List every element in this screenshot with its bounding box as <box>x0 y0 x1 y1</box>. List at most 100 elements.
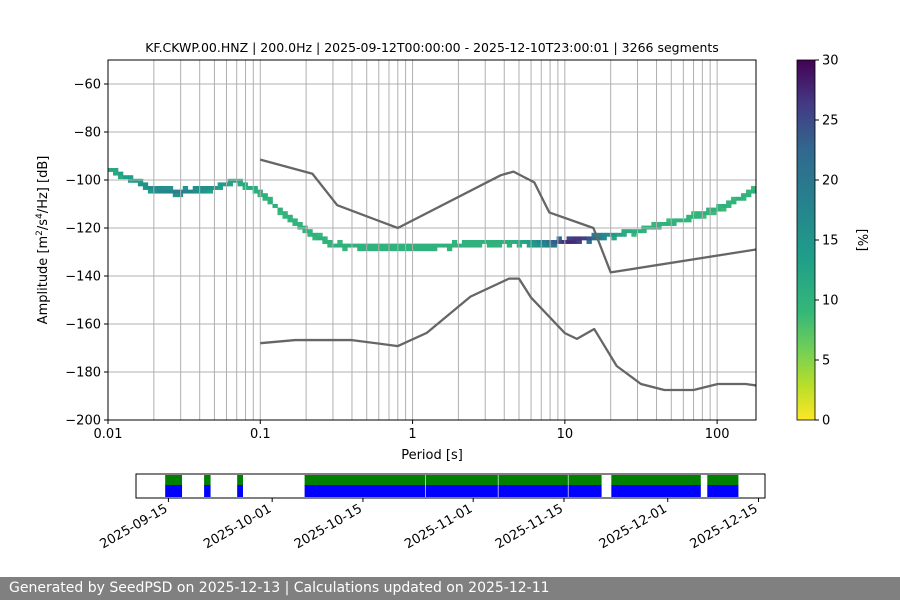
colorbar-ticks: 0 5 10 15 20 25 30 <box>815 54 839 429</box>
heatmap-cell <box>711 211 717 216</box>
y-tick-label: −60 <box>74 78 101 93</box>
x-tick-label: 0.1 <box>250 427 271 442</box>
data-availability-bar <box>237 475 243 485</box>
colorbar-tick-label: 5 <box>822 354 830 369</box>
heatmap-cell <box>412 247 418 252</box>
heatmap-cell <box>696 211 702 216</box>
heatmap-cell <box>561 240 567 244</box>
heatmap-cell <box>486 240 493 244</box>
heatmap-cell <box>252 189 258 194</box>
heatmap-cell <box>347 243 353 248</box>
heatmap-cell <box>541 240 547 244</box>
heatmap-cell <box>317 236 323 241</box>
heatmap-cell <box>397 247 403 252</box>
heatmap-cell <box>726 204 732 208</box>
data-availability-bar <box>204 475 211 485</box>
heatmap-cell <box>157 189 164 194</box>
heatmap-cell <box>521 240 528 244</box>
heatmap-cell <box>496 240 503 244</box>
footer-text: Generated by SeedPSD on 2025-12-13 | Cal… <box>9 580 550 596</box>
heatmap-cell <box>701 214 707 219</box>
heatmap-cell <box>312 236 318 241</box>
heatmap-cell <box>337 240 343 244</box>
psd-panel: 0.01 0.1 1 10 100 −60 −80 −100 −120 −140 −160 −180… <box>35 59 757 463</box>
heatmap-cell <box>327 240 333 244</box>
heatmap-cell <box>417 247 423 252</box>
heatmap-cell <box>566 240 572 244</box>
psd-availability-bar <box>498 485 568 497</box>
heatmap-cell <box>182 186 189 190</box>
heatmap-cell <box>711 207 717 212</box>
data-availability-bar <box>498 475 568 485</box>
timeline-date-label: 2025-12-01 <box>597 501 670 552</box>
heatmap-cell <box>192 189 199 194</box>
heatmap-cell <box>122 175 129 180</box>
heatmap-cell <box>696 214 702 219</box>
heatmap-cell <box>596 236 602 241</box>
y-axis-label-exponent: 2 <box>35 230 45 236</box>
x-tick-label: 100 <box>705 427 730 442</box>
heatmap-cell <box>746 193 752 198</box>
heatmap-cell <box>701 211 707 216</box>
heatmap-cell <box>656 222 662 226</box>
heatmap-cell <box>322 240 328 244</box>
heatmap-cell <box>207 189 214 194</box>
heatmap-cell <box>686 214 692 219</box>
heatmap-cell <box>387 243 393 248</box>
colorbar-tick-label: 20 <box>822 174 839 189</box>
heatmap-cell <box>731 196 737 201</box>
heatmap-cell <box>716 207 722 212</box>
y-tick-label: −200 <box>65 414 101 429</box>
heatmap-cell <box>307 232 313 237</box>
colorbar-label: [%] <box>854 229 869 252</box>
heatmap-cell <box>601 232 607 237</box>
heatmap-cell <box>407 243 413 248</box>
heatmap-cell <box>182 189 189 194</box>
heatmap-cell <box>202 189 209 194</box>
heatmap-cell <box>536 243 543 248</box>
heatmap-cell <box>162 186 169 190</box>
y-axis-label-part: Amplitude [m <box>36 236 51 325</box>
heatmap-cell <box>262 193 268 198</box>
heatmap-cell <box>412 243 418 248</box>
heatmap-cell <box>342 243 348 248</box>
heatmap-cell <box>641 229 647 234</box>
colorbar-tick-label: 0 <box>822 414 830 429</box>
heatmap-cell <box>461 240 468 244</box>
availability-bars <box>165 475 739 497</box>
heatmap-cell <box>591 236 597 241</box>
heatmap-cell <box>586 240 592 244</box>
x-tick-label: 1 <box>408 427 416 442</box>
heatmap-cell <box>247 186 253 190</box>
heatmap-cell <box>292 218 298 223</box>
heatmap-cell <box>751 189 756 194</box>
heatmap-cell <box>427 243 433 248</box>
heatmap-cell <box>491 243 498 248</box>
heatmap-cell <box>137 178 144 183</box>
heatmap-cell <box>486 243 493 248</box>
heatmap-cell <box>686 218 692 223</box>
heatmap-cell <box>741 196 747 201</box>
heatmap-cell <box>451 240 458 244</box>
heatmap-cell <box>422 243 428 248</box>
heatmap-cell <box>372 243 378 248</box>
heatmap-cell <box>337 243 343 248</box>
heatmap-cell <box>706 211 712 216</box>
heatmap-cell <box>446 243 453 248</box>
heatmap-cell <box>601 236 607 241</box>
data-availability-bar <box>568 475 602 485</box>
heatmap-cell <box>362 243 368 248</box>
x-tick-label: 10 <box>557 427 574 442</box>
heatmap-cell <box>432 243 438 248</box>
heatmap-cell <box>736 196 742 201</box>
psd-heatmap <box>108 168 756 252</box>
heatmap-cell <box>217 182 223 187</box>
heatmap-cell <box>142 182 149 187</box>
heatmap-cell <box>436 243 443 248</box>
heatmap-cell <box>292 222 298 226</box>
heatmap-cell <box>551 243 557 248</box>
heatmap-cell <box>441 243 448 248</box>
heatmap-cell <box>536 240 543 244</box>
heatmap-cell <box>207 186 214 190</box>
heatmap-cell <box>531 243 538 248</box>
